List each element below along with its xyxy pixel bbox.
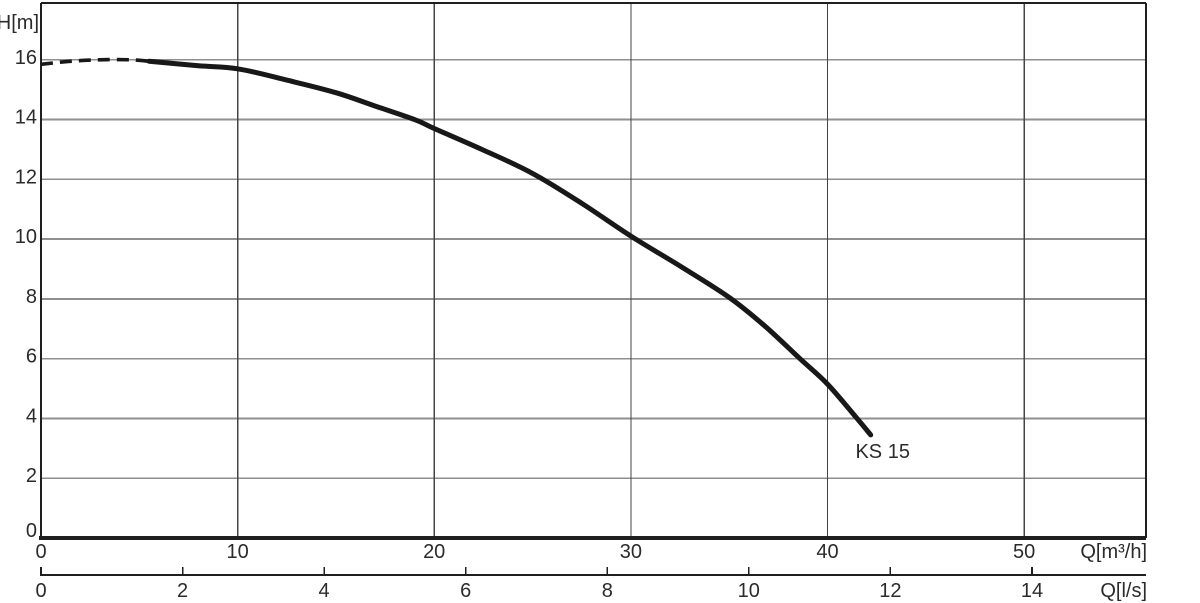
y-tick-label: 8 [26,286,37,308]
y-tick-label: 4 [26,405,37,427]
x-secondary-tick-label: 2 [177,580,188,602]
y-tick-label: 6 [26,346,37,368]
grid-vertical-lines [236,3,1025,538]
y-axis-title: H[m] [0,12,39,34]
x-secondary-tick-label: 10 [738,580,760,602]
pump-curve-ks15: KS 15 [40,57,910,463]
curve-series-label: KS 15 [855,441,909,463]
curve-dashed-segment [40,57,150,67]
x-secondary-tick-label: 4 [319,580,330,602]
y-tick-label: 16 [15,47,37,69]
x-primary-axis-title: Q[m³/h] [1080,541,1147,563]
x-secondary-tick-label: 0 [35,580,46,602]
x-secondary-tick-label: 6 [460,580,471,602]
x-primary-tick-label: 40 [816,541,838,563]
x-axis-secondary: 0 2 4 6 8 10 12 14 Q[l/s] [35,567,1147,602]
x-primary-tick-label: 20 [423,541,445,563]
x-primary-tick-label: 10 [226,541,248,563]
x-secondary-tick-label: 8 [602,580,613,602]
x-secondary-axis-title: Q[l/s] [1100,580,1147,602]
curve-solid-segment [146,58,874,438]
x-secondary-tick-label: 12 [879,580,901,602]
y-tick-label: 10 [15,226,37,248]
grid-horizontal-lines [41,58,1146,480]
y-tick-label: 2 [26,465,37,487]
y-axis-labels: 0 2 4 6 8 10 12 14 16 H[m] [0,12,39,542]
x-secondary-tick-label: 14 [1021,580,1043,602]
y-tick-label: 12 [15,166,37,188]
y-tick-label: 0 [26,520,37,542]
x-axis-primary-labels: 0 10 20 30 40 50 Q[m³/h] [35,541,1147,563]
x-primary-tick-label: 0 [35,541,46,563]
x-primary-tick-label: 30 [620,541,642,563]
y-tick-label: 14 [15,107,37,129]
x-primary-tick-label: 50 [1013,541,1035,563]
plot-frame [39,1,1148,540]
